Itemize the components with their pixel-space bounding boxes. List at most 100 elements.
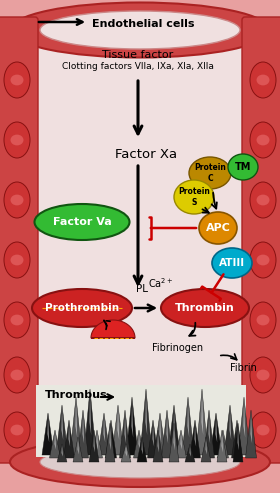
Polygon shape	[140, 389, 152, 455]
Text: Thrombus: Thrombus	[45, 390, 108, 400]
Text: PL: PL	[136, 284, 148, 294]
Text: Clotting factors VIIa, IXa, XIa, XIIa: Clotting factors VIIa, IXa, XIa, XIIa	[62, 62, 214, 71]
Ellipse shape	[250, 357, 276, 393]
Ellipse shape	[10, 2, 270, 58]
Text: Tissue factor: Tissue factor	[102, 50, 174, 60]
Polygon shape	[221, 430, 223, 453]
Polygon shape	[106, 420, 116, 458]
Polygon shape	[236, 420, 238, 447]
Ellipse shape	[10, 437, 270, 487]
Polygon shape	[173, 405, 175, 440]
Polygon shape	[47, 413, 49, 442]
Polygon shape	[250, 410, 252, 444]
Ellipse shape	[228, 154, 258, 180]
Text: APC: APC	[206, 223, 230, 233]
Polygon shape	[141, 437, 143, 455]
Polygon shape	[233, 423, 243, 462]
Ellipse shape	[256, 424, 269, 435]
Text: Factor Xa: Factor Xa	[115, 148, 177, 161]
Polygon shape	[229, 405, 231, 440]
FancyBboxPatch shape	[36, 385, 246, 457]
Ellipse shape	[32, 289, 132, 327]
Text: Factor Va: Factor Va	[53, 217, 111, 227]
Polygon shape	[131, 397, 133, 438]
Text: Fibrinogen: Fibrinogen	[152, 343, 204, 353]
Ellipse shape	[189, 157, 231, 189]
Polygon shape	[224, 405, 236, 455]
Polygon shape	[94, 430, 95, 453]
Polygon shape	[217, 430, 227, 462]
Ellipse shape	[4, 122, 30, 158]
Polygon shape	[194, 420, 196, 447]
Polygon shape	[92, 430, 102, 458]
Polygon shape	[215, 413, 217, 442]
Ellipse shape	[161, 289, 249, 327]
Polygon shape	[190, 420, 200, 458]
Polygon shape	[138, 430, 140, 450]
Polygon shape	[105, 423, 115, 462]
Polygon shape	[148, 420, 158, 458]
Text: Protein
C: Protein C	[194, 163, 226, 183]
Ellipse shape	[256, 315, 269, 325]
Ellipse shape	[11, 370, 24, 381]
Polygon shape	[70, 397, 82, 455]
Polygon shape	[208, 410, 210, 444]
Polygon shape	[42, 413, 54, 455]
Polygon shape	[109, 423, 111, 450]
Polygon shape	[168, 405, 180, 455]
Polygon shape	[145, 389, 147, 435]
Ellipse shape	[40, 446, 240, 478]
Ellipse shape	[34, 204, 129, 240]
Polygon shape	[57, 444, 67, 462]
Polygon shape	[56, 405, 68, 455]
Ellipse shape	[11, 254, 24, 265]
Ellipse shape	[250, 412, 276, 448]
Polygon shape	[182, 397, 194, 455]
Polygon shape	[137, 437, 147, 462]
Polygon shape	[201, 389, 203, 435]
FancyBboxPatch shape	[242, 17, 280, 463]
Polygon shape	[75, 397, 77, 438]
Ellipse shape	[4, 357, 30, 393]
Ellipse shape	[11, 315, 24, 325]
Text: Protein
S: Protein S	[178, 187, 210, 207]
Ellipse shape	[4, 242, 30, 278]
Polygon shape	[50, 430, 60, 458]
Polygon shape	[62, 444, 63, 457]
Ellipse shape	[11, 424, 24, 435]
Polygon shape	[218, 430, 228, 458]
Ellipse shape	[256, 135, 269, 145]
Polygon shape	[153, 430, 163, 462]
Ellipse shape	[250, 62, 276, 98]
Ellipse shape	[40, 11, 240, 49]
Polygon shape	[154, 413, 166, 455]
Polygon shape	[98, 413, 110, 455]
Ellipse shape	[250, 122, 276, 158]
Polygon shape	[187, 397, 189, 438]
Polygon shape	[196, 389, 208, 455]
Text: Thrombin: Thrombin	[175, 303, 235, 313]
Polygon shape	[190, 444, 191, 457]
Polygon shape	[201, 437, 211, 462]
Ellipse shape	[250, 242, 276, 278]
Polygon shape	[89, 389, 91, 435]
Text: Fibrin: Fibrin	[230, 363, 256, 373]
Polygon shape	[103, 413, 105, 442]
Polygon shape	[237, 423, 239, 450]
FancyBboxPatch shape	[31, 23, 250, 459]
Polygon shape	[232, 420, 242, 458]
Ellipse shape	[4, 412, 30, 448]
Polygon shape	[180, 430, 182, 450]
Ellipse shape	[4, 182, 30, 218]
Polygon shape	[185, 444, 195, 462]
Polygon shape	[78, 437, 79, 455]
Polygon shape	[246, 410, 256, 458]
Polygon shape	[124, 410, 126, 444]
Ellipse shape	[4, 62, 30, 98]
Ellipse shape	[11, 74, 24, 85]
Polygon shape	[222, 430, 224, 450]
Text: ATIII: ATIII	[219, 258, 245, 268]
Ellipse shape	[256, 370, 269, 381]
Polygon shape	[64, 420, 74, 458]
Polygon shape	[169, 423, 179, 462]
